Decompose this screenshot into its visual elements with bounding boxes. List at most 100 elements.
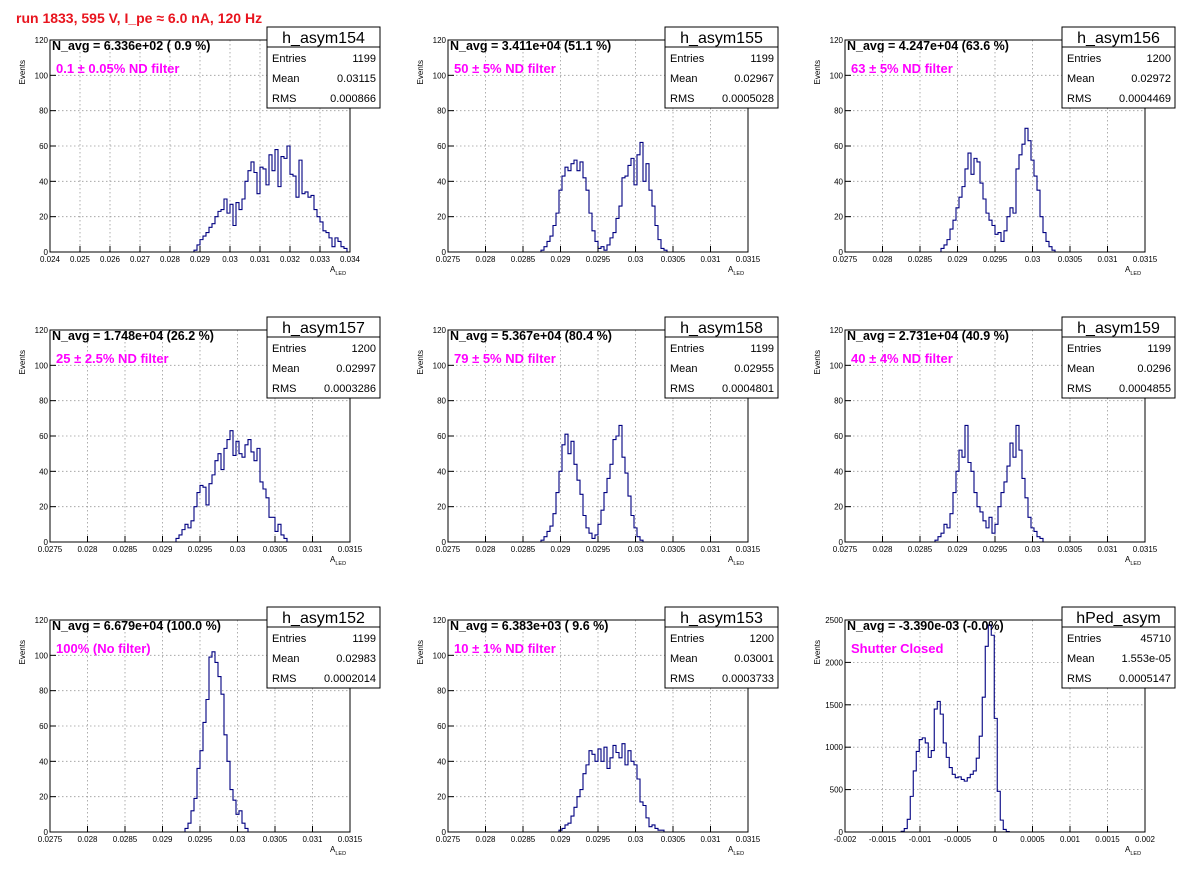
x-tick-label: 0.033 (310, 255, 331, 264)
stats-rms-value: 0.0005147 (1119, 673, 1171, 685)
x-tick-label: 0.0275 (833, 255, 858, 264)
stats-mean-label: Mean (272, 653, 300, 665)
stats-rms-value: 0.0002014 (324, 673, 376, 685)
x-tick-label: 0.0305 (661, 545, 686, 554)
histogram-svg: 0.0275 0.028 0.0285 0.029 0.0295 0.03 0.0305 0.… (416, 606, 779, 857)
x-tick-label: -0.001 (909, 835, 932, 844)
filter-note: Shutter Closed (851, 641, 944, 656)
histogram-line (184, 651, 249, 832)
histogram-name: h_asym158 (680, 320, 763, 337)
x-axis-label: ALED (1125, 265, 1141, 277)
histogram-svg: 0.0275 0.028 0.0285 0.029 0.0295 0.03 0.0305 0.… (813, 26, 1176, 277)
y-tick-label: 0 (839, 828, 844, 837)
x-tick-label: 0.0315 (1133, 255, 1158, 264)
y-tick-label: 120 (433, 326, 447, 335)
stats-rms-value: 0.0003733 (722, 673, 774, 685)
x-axis-label: ALED (1125, 555, 1141, 567)
stats-box-border (1061, 316, 1176, 399)
x-tick-label: 0.0305 (1058, 255, 1083, 264)
y-tick-label: 100 (35, 361, 49, 370)
stats-rms-value: 0.000866 (330, 93, 376, 105)
stats-entries-label: Entries (272, 343, 307, 355)
navg-label: N_avg = 5.367e+04 (80.4 %) (450, 329, 612, 343)
navg-label: N_avg = 1.748e+04 (26.2 %) (52, 329, 214, 343)
x-tick-label: 0.03 (1025, 255, 1041, 264)
stats-entries-value: 1200 (750, 633, 774, 645)
x-axis-label-subscript: LED (733, 851, 744, 857)
x-axis-label-main: A (1125, 265, 1131, 274)
x-tick-label: 0.03 (628, 545, 644, 554)
stats-mean-value: 0.02997 (336, 363, 376, 375)
x-axis-label: ALED (728, 265, 744, 277)
x-axis-label-main: A (728, 845, 734, 854)
stats-box: h_asym152 Entries 1199 Mean 0.02983 RMS 0.0002… (266, 606, 381, 689)
y-axis-label: Events (813, 60, 822, 84)
x-tick-label: 0.0275 (38, 835, 63, 844)
y-tick-label: 120 (830, 326, 844, 335)
y-tick-label: 60 (834, 142, 843, 151)
navg-label: N_avg = 4.247e+04 (63.6 %) (847, 39, 1009, 53)
histogram-line (193, 145, 348, 252)
stats-box-border (266, 26, 381, 109)
x-tick-label: 0.0315 (736, 255, 761, 264)
histogram-svg: 0.0275 0.028 0.0285 0.029 0.0295 0.03 0.0305 0.… (18, 316, 381, 567)
y-tick-label: 40 (834, 177, 843, 186)
filter-note: 63 ± 5% ND filter (851, 61, 953, 76)
histogram-line (540, 141, 668, 252)
histogram-panel: 0.0275 0.028 0.0285 0.029 0.0295 0.03 0.0305 0.… (412, 26, 782, 282)
y-tick-label: 60 (437, 142, 446, 151)
y-tick-label: 1000 (825, 743, 843, 752)
x-tick-label: 0.027 (130, 255, 151, 264)
stats-mean-value: 0.02967 (734, 73, 774, 85)
histogram-panel: -0.002 -0.0015 -0.001 -0.0005 0 0.0005 0.001 0.… (809, 606, 1179, 862)
y-axis-label: Events (416, 60, 425, 84)
stats-entries-value: 1199 (750, 53, 774, 65)
y-axis-label: Events (813, 640, 822, 664)
x-tick-label: 0.028 (872, 545, 893, 554)
y-tick-label: 2000 (825, 658, 843, 667)
x-tick-label: 0.0285 (511, 835, 536, 844)
stats-entries-label: Entries (670, 633, 705, 645)
x-tick-label: 0.0305 (661, 835, 686, 844)
x-tick-label: 0.028 (475, 545, 496, 554)
x-axis-label-subscript: LED (1130, 271, 1141, 277)
x-axis-label-main: A (330, 845, 336, 854)
stats-box: h_asym158 Entries 1199 Mean 0.02955 RMS 0.0004… (664, 316, 779, 399)
navg-label: N_avg = -3.390e-03 (-0.0%) (847, 619, 1004, 633)
navg-label: N_avg = 6.383e+03 ( 9.6 %) (450, 619, 608, 633)
stats-mean-value: 0.02955 (734, 363, 774, 375)
histogram-line (900, 624, 1010, 833)
x-tick-label: 0.0315 (338, 835, 363, 844)
y-axis-label: Events (416, 640, 425, 664)
stats-entries-label: Entries (670, 343, 705, 355)
x-tick-label: 0.03 (1025, 545, 1041, 554)
y-tick-label: 80 (834, 397, 843, 406)
x-tick-label: 0.0295 (983, 255, 1008, 264)
x-axis-label-subscript: LED (733, 271, 744, 277)
x-tick-label: 0.0315 (338, 545, 363, 554)
x-axis-label-subscript: LED (1130, 561, 1141, 567)
x-tick-label: 0.0285 (113, 835, 138, 844)
x-tick-label: 0.0315 (736, 835, 761, 844)
y-tick-label: 0 (442, 248, 447, 257)
y-tick-label: 80 (39, 687, 48, 696)
x-tick-label: 0.0285 (511, 255, 536, 264)
x-axis-label-main: A (330, 265, 336, 274)
stats-box-border (664, 606, 779, 689)
x-axis-label-subscript: LED (1130, 851, 1141, 857)
x-axis-label-subscript: LED (733, 561, 744, 567)
stats-box: h_asym153 Entries 1200 Mean 0.03001 RMS 0.0003… (664, 606, 779, 689)
y-tick-label: 20 (39, 213, 48, 222)
histogram-name: h_asym155 (680, 30, 763, 47)
y-tick-label: 120 (35, 36, 49, 45)
x-tick-label: 0.0005 (1020, 835, 1045, 844)
stats-rms-label: RMS (670, 383, 694, 395)
filter-note: 25 ± 2.5% ND filter (56, 351, 169, 366)
x-tick-label: -0.0015 (869, 835, 897, 844)
stats-box-border (664, 26, 779, 109)
x-tick-label: 0.0275 (833, 545, 858, 554)
stats-box: hPed_asym Entries 45710 Mean 1.553e-05 RMS 0.0… (1061, 606, 1176, 689)
stats-mean-value: 0.03115 (337, 73, 376, 85)
x-axis-label-subscript: LED (335, 271, 346, 277)
stats-mean-label: Mean (1067, 363, 1095, 375)
